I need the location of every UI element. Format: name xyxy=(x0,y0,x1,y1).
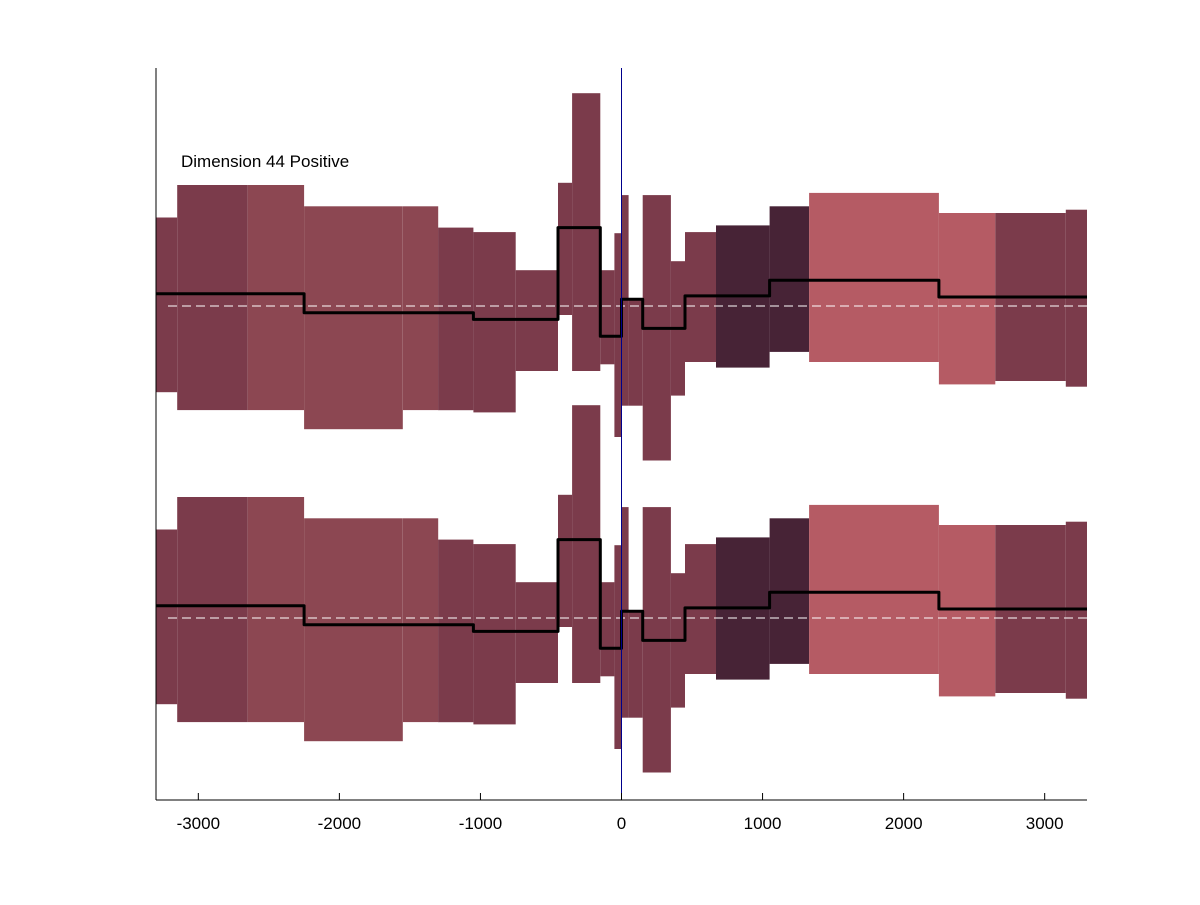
range-band-p1-3 xyxy=(304,206,403,430)
x-tick-label-1: -2000 xyxy=(318,814,361,833)
range-band-p1-2 xyxy=(247,185,305,411)
range-band-p1-1 xyxy=(177,185,248,411)
range-band-p2-9 xyxy=(572,405,601,683)
range-band-p1-10 xyxy=(600,270,615,365)
range-band-p2-8 xyxy=(558,494,573,627)
bands-layer xyxy=(156,93,1087,773)
range-band-p2-4 xyxy=(402,518,439,723)
range-band-p2-5 xyxy=(438,539,474,723)
x-tick-label-4: 1000 xyxy=(744,814,782,833)
range-band-p2-1 xyxy=(177,497,248,723)
range-band-p1-0 xyxy=(156,217,178,393)
x-tick-label-6: 3000 xyxy=(1026,814,1064,833)
range-band-p2-13 xyxy=(628,611,643,718)
range-band-p2-3 xyxy=(304,518,403,742)
range-band-p2-20 xyxy=(938,525,996,697)
x-tick-label-3: 0 xyxy=(617,814,626,833)
range-band-p1-4 xyxy=(402,206,439,411)
range-band-p2-10 xyxy=(600,582,615,677)
x-tick-label-0: -3000 xyxy=(177,814,220,833)
range-band-p1-6 xyxy=(473,232,516,413)
x-tick-label-2: -1000 xyxy=(459,814,502,833)
range-band-p1-20 xyxy=(938,213,996,385)
axis-layer: -3000 -2000 -1000 0 1000 2000 3000 xyxy=(155,68,1087,833)
range-band-p2-6 xyxy=(473,544,516,725)
range-band-p2-19 xyxy=(809,504,939,674)
range-band-p2-2 xyxy=(247,497,305,723)
range-band-p1-5 xyxy=(438,227,474,411)
range-band-p2-0 xyxy=(156,529,178,705)
range-band-p1-13 xyxy=(628,299,643,406)
x-tick-label-5: 2000 xyxy=(885,814,923,833)
chart-annotation: Dimension 44 Positive xyxy=(181,152,349,171)
range-band-p1-8 xyxy=(558,182,573,315)
range-band-p1-19 xyxy=(809,192,939,362)
range-band-p1-9 xyxy=(572,93,601,371)
